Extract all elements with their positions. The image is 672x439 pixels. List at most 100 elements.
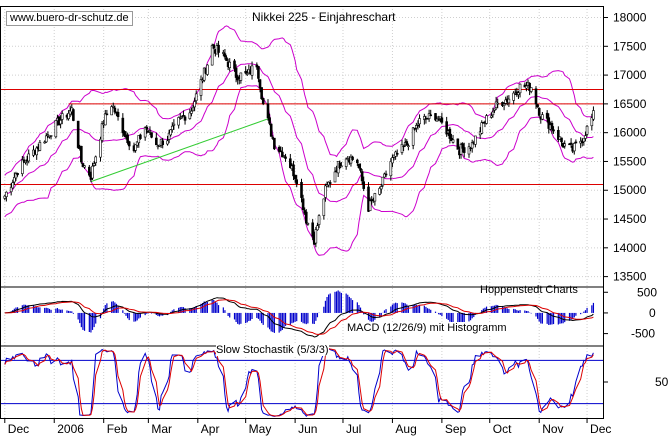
watermark[interactable]: www.buero-dr-schutz.de — [6, 11, 133, 26]
grid-lines — [0, 6, 603, 418]
candle-body — [379, 186, 383, 190]
candle-body — [43, 141, 46, 144]
candle-body — [21, 159, 24, 174]
candle-body — [304, 211, 308, 224]
candle-body — [289, 158, 292, 168]
candle-body — [233, 60, 236, 69]
candle-body — [300, 181, 303, 198]
candle-body — [517, 92, 520, 95]
candle-body — [103, 113, 107, 126]
candle-body — [434, 113, 437, 121]
candle-body — [257, 66, 260, 79]
y-tick-label: 15000 — [613, 183, 647, 197]
candle-body — [116, 111, 120, 117]
candle-body — [585, 125, 589, 135]
candle-body — [188, 112, 192, 119]
candle-body — [537, 107, 541, 116]
candle-body — [22, 159, 26, 162]
candle-body — [81, 163, 85, 167]
candle-body — [92, 163, 96, 166]
candle-body — [150, 132, 153, 138]
y-tick-label: 0 — [649, 306, 656, 320]
candle-body — [67, 113, 70, 119]
candle-body — [314, 229, 318, 244]
candle-body — [400, 143, 404, 153]
candle-body — [485, 115, 488, 124]
candle-body — [490, 115, 493, 118]
candle-body — [72, 109, 75, 121]
candle-body — [250, 65, 254, 76]
candle-body — [68, 110, 72, 115]
macd-line — [4, 297, 594, 338]
candle-body — [411, 127, 415, 146]
candle-body — [557, 129, 560, 140]
candle-body — [182, 115, 185, 117]
candle-body — [166, 140, 169, 145]
candle-body — [148, 130, 152, 133]
y-tick-label: 15500 — [613, 154, 647, 168]
candle-body — [139, 134, 142, 139]
candle-body — [44, 135, 48, 143]
candle-body — [467, 146, 471, 155]
candle-body — [295, 179, 299, 185]
candle-body — [127, 141, 131, 147]
candle-body — [255, 64, 259, 68]
candle-body — [437, 119, 440, 121]
candle-body — [440, 117, 444, 123]
candle-body — [545, 112, 549, 119]
candle-body — [569, 142, 573, 145]
candle-body — [13, 177, 16, 183]
candle-body — [190, 110, 193, 114]
x-tick-label: Aug — [395, 422, 416, 436]
candle-body — [416, 124, 420, 127]
candle-body — [245, 73, 249, 75]
candle-body — [269, 123, 273, 137]
candle-body — [169, 129, 172, 136]
bollinger-upper-line — [4, 25, 594, 176]
candle-body — [389, 161, 393, 177]
candle-body — [324, 185, 327, 198]
candle-body — [316, 225, 319, 231]
candle-body — [381, 176, 385, 186]
candle-body — [550, 122, 554, 130]
y-tick-label: 50 — [655, 375, 669, 389]
candle-body — [100, 123, 104, 141]
candle-body — [38, 142, 42, 151]
x-tick-label: May — [249, 422, 272, 436]
candle-body — [407, 145, 410, 148]
candle-body — [46, 134, 50, 137]
candle-body — [368, 200, 372, 212]
candle-body — [525, 85, 528, 89]
candle-body — [244, 70, 247, 74]
candle-body — [534, 88, 538, 105]
candle-body — [496, 102, 500, 105]
candle-body — [210, 45, 214, 66]
source-label: Hoppenstedt Charts — [480, 284, 578, 296]
candle-body — [143, 127, 147, 138]
candle-body — [134, 144, 137, 151]
candle-body — [360, 171, 364, 182]
y-tick-label: 16000 — [613, 126, 647, 140]
candle-body — [582, 137, 586, 143]
candle-body — [427, 113, 431, 119]
candle-body — [445, 121, 448, 135]
candle-body — [170, 125, 174, 131]
candle-body — [592, 110, 595, 120]
candle-body — [378, 188, 381, 195]
candle-body — [27, 153, 31, 162]
candle-body — [351, 156, 354, 160]
candle-body — [80, 145, 83, 163]
candle-body — [49, 135, 53, 137]
x-tick-label: 2006 — [57, 422, 84, 436]
candle-body — [292, 164, 295, 177]
candle-body — [202, 67, 206, 81]
stochastic-panel — [0, 347, 603, 417]
x-tick-label: Nov — [542, 422, 563, 436]
candle-body — [395, 152, 399, 155]
x-tick-label: Dec — [590, 422, 611, 436]
candle-body — [547, 117, 551, 129]
candle-body — [266, 103, 270, 119]
candle-body — [340, 165, 343, 168]
candle-body — [137, 135, 141, 144]
